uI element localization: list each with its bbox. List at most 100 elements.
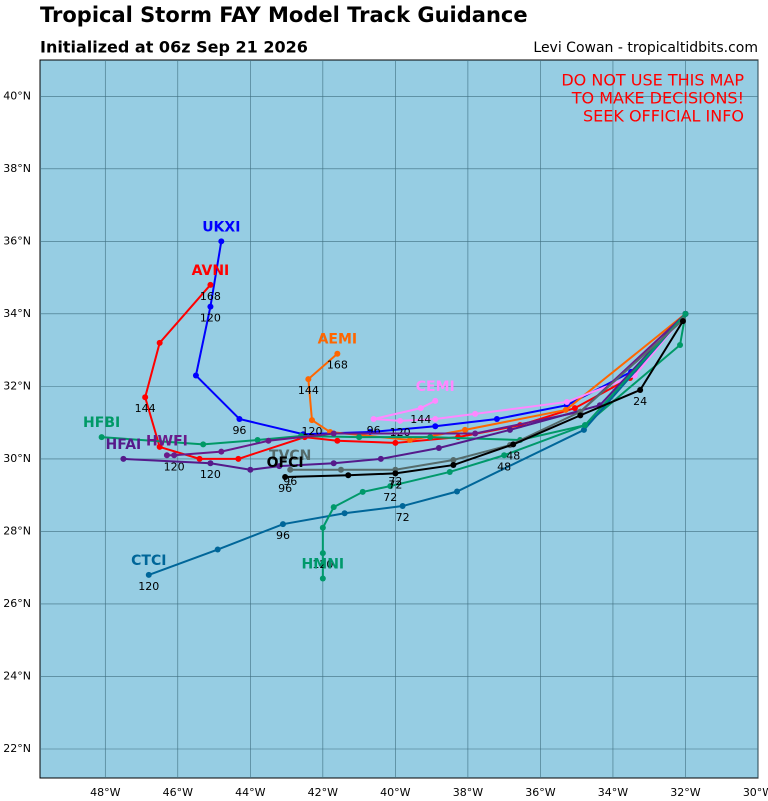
track-point [637, 386, 644, 393]
model-name: CTCI [131, 553, 166, 569]
track-point [406, 437, 413, 444]
track-point [196, 455, 203, 462]
track-point [341, 510, 348, 517]
track-point [493, 416, 500, 422]
forecast-hour-label: 48 [497, 460, 511, 473]
track-point [399, 503, 406, 510]
track-point [235, 455, 242, 462]
forecast-hour-label: 72 [396, 511, 410, 524]
track-point [265, 437, 272, 444]
track-point [446, 468, 453, 475]
track-point [370, 416, 377, 422]
model-name: UKXI [202, 219, 240, 235]
track-point [677, 342, 684, 349]
track-line [148, 313, 687, 576]
x-tick-label: 40°W [380, 786, 410, 799]
x-tick-label: 30°W [743, 786, 768, 799]
track-point [207, 460, 214, 467]
y-tick-label: 40°N [3, 89, 31, 102]
track-point [330, 430, 337, 437]
model-name: HMNI [302, 557, 345, 573]
track-point [142, 394, 149, 401]
track-point [282, 474, 289, 481]
track-point [435, 445, 442, 452]
forecast-hour-label: 144 [410, 413, 431, 426]
track-point [427, 434, 434, 441]
x-tick-label: 44°W [235, 786, 265, 799]
track-point [163, 452, 170, 459]
x-tick-label: 46°W [163, 786, 193, 799]
forecast-hour-label: 120 [200, 468, 221, 481]
y-tick-label: 32°N [3, 379, 31, 392]
track-point [432, 423, 439, 430]
track-line [101, 313, 687, 446]
track-point [207, 303, 214, 310]
forecast-hour-label: 72 [388, 475, 402, 488]
track-point [417, 405, 424, 412]
track-point [120, 455, 127, 462]
track-point [319, 524, 326, 531]
y-tick-label: 26°N [3, 597, 31, 610]
x-tick-label: 36°W [525, 786, 555, 799]
track-point [171, 452, 178, 459]
track-point [236, 416, 243, 422]
forecast-hour-label: 144 [135, 402, 156, 415]
credit: Levi Cowan - tropicaltidbits.com [533, 40, 758, 56]
y-tick-label: 30°N [3, 452, 31, 465]
x-tick-label: 32°W [670, 786, 700, 799]
forecast-hour-label: 168 [200, 290, 221, 303]
forecast-hour-label: 72 [383, 491, 397, 504]
track-point [254, 437, 261, 444]
track-point [679, 318, 686, 325]
forecast-hour-label: 144 [298, 384, 319, 397]
model-name: HFAI [106, 437, 142, 453]
forecast-hour-label: 96 [232, 424, 246, 437]
forecast-hour-label: 24 [633, 395, 647, 408]
y-tick-label: 34°N [3, 307, 31, 320]
track-point [432, 416, 439, 422]
track-point [397, 417, 404, 424]
track-point [563, 398, 570, 405]
track-point [461, 426, 468, 433]
track-point [356, 434, 363, 441]
track-point [319, 575, 326, 582]
model-name: HWFI [146, 433, 188, 449]
forecast-hour-label: 96 [278, 482, 292, 495]
x-tick-label: 38°W [453, 786, 483, 799]
forecast-hour-label: 96 [276, 529, 290, 542]
track-point [432, 397, 439, 404]
chart-title: Tropical Storm FAY Model Track Guidance [40, 3, 528, 27]
track-point [377, 455, 384, 462]
forecast-hour-label: 120 [390, 426, 411, 439]
warning-text: TO MAKE DECISIONS! [571, 89, 744, 108]
track-point [450, 462, 457, 469]
track-point [392, 439, 399, 446]
x-tick-label: 34°W [598, 786, 628, 799]
track-point [392, 470, 399, 477]
forecast-hour-label: 96 [367, 424, 381, 437]
track-point [450, 456, 457, 463]
track-point [305, 376, 312, 383]
track-point [247, 466, 254, 473]
track-point [287, 466, 294, 473]
chart-subtitle: Initialized at 06z Sep 21 2026 [40, 38, 308, 57]
track-point [334, 350, 341, 357]
forecast-hour-label: 120 [312, 558, 333, 571]
track-point [330, 460, 337, 467]
y-tick-label: 38°N [3, 162, 31, 175]
forecast-hour-label: 120 [164, 460, 185, 473]
track-point [506, 426, 513, 433]
track-point [218, 238, 225, 245]
model-name: AEMI [318, 332, 358, 348]
track-point [276, 463, 283, 470]
x-tick-label: 42°W [308, 786, 338, 799]
track-point [279, 521, 286, 528]
track-point [319, 550, 326, 557]
track-point [214, 546, 221, 553]
track-point [334, 437, 341, 444]
track-point [192, 372, 199, 379]
track-point [582, 422, 589, 429]
track-point [200, 441, 207, 448]
track-point [387, 483, 394, 490]
forecast-hour-label: 72 [388, 478, 402, 491]
